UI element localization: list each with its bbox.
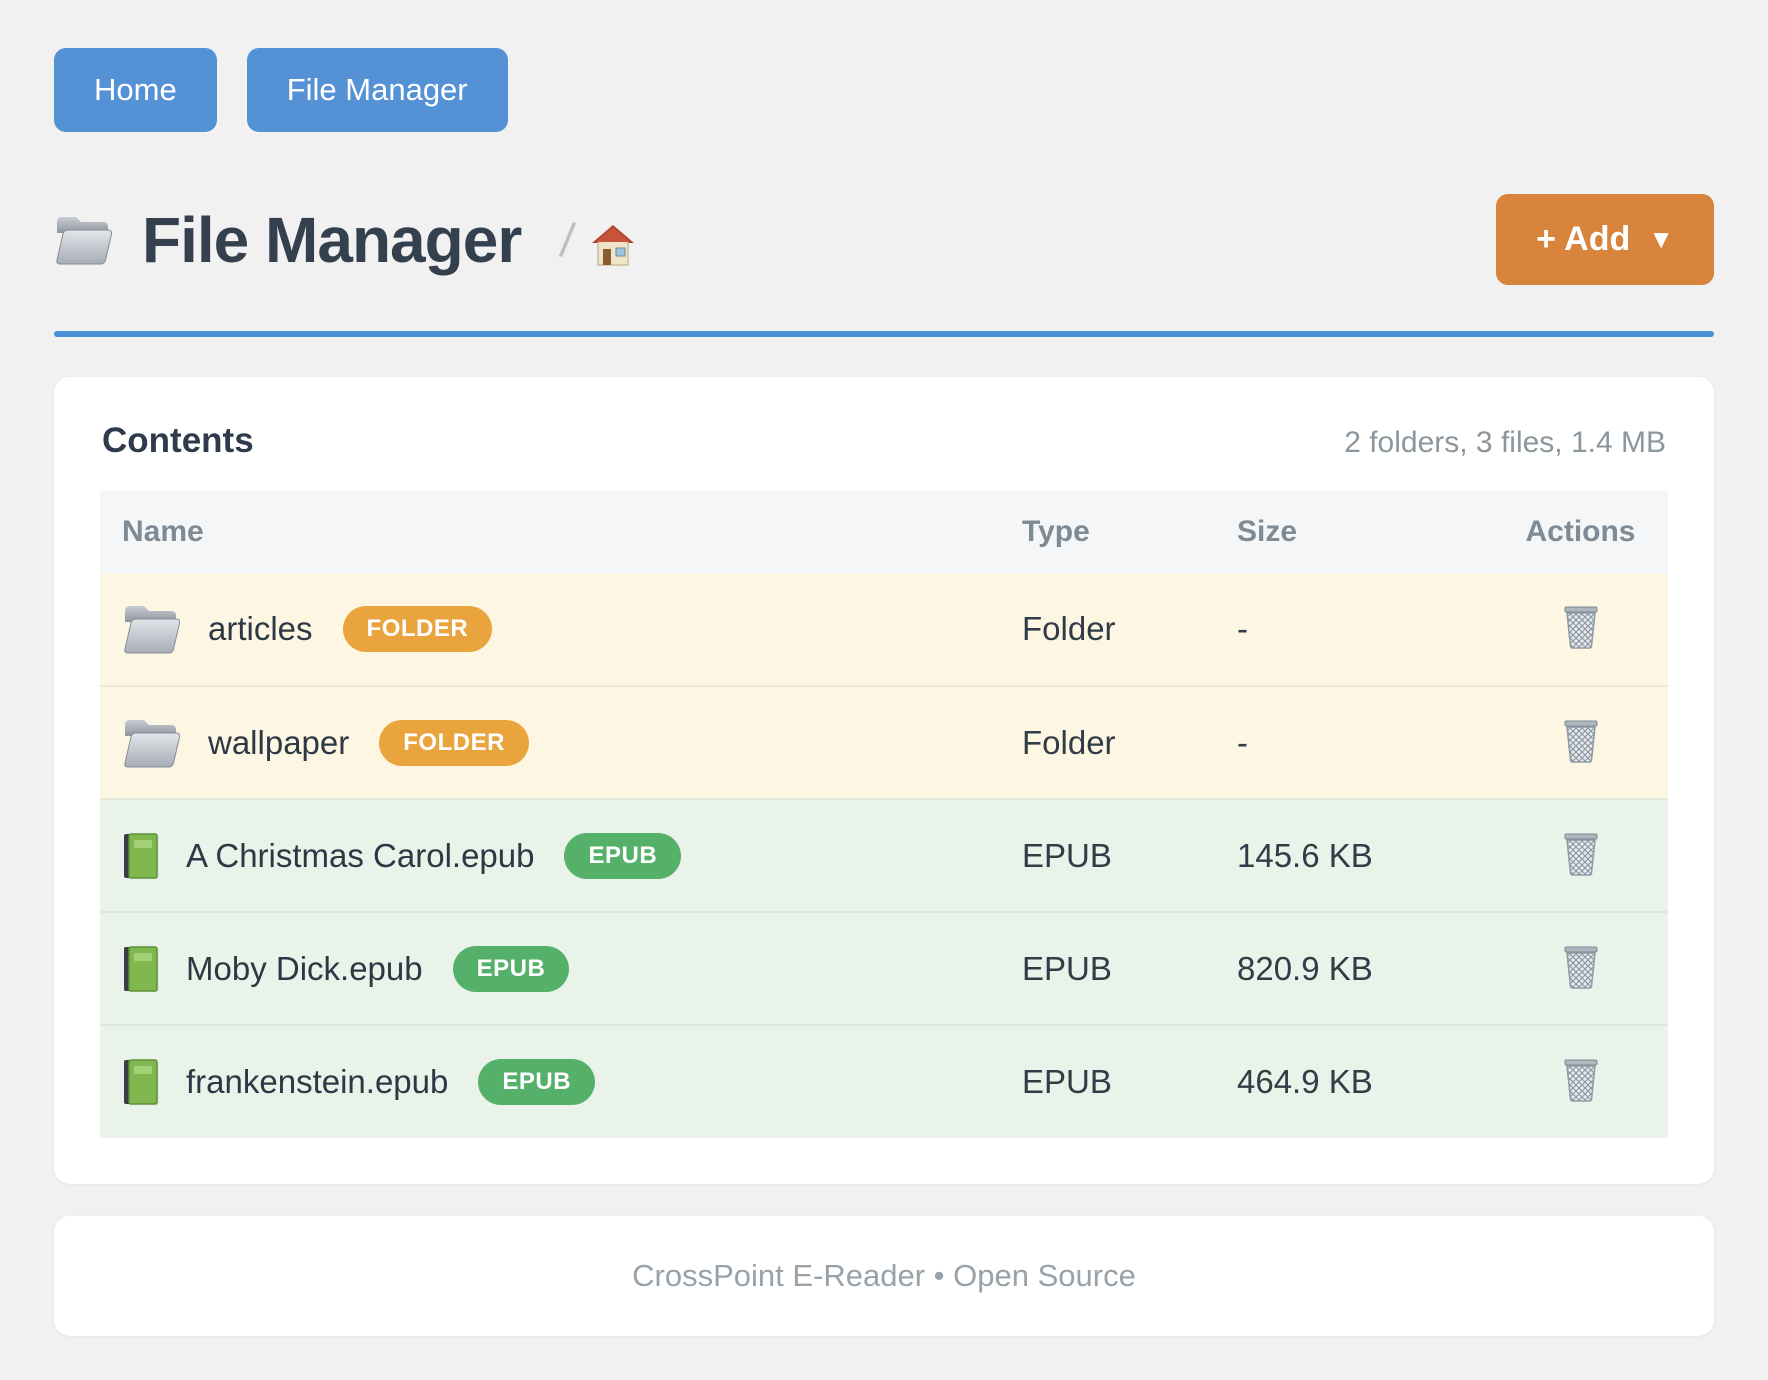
title-wrap: File Manager / [54, 203, 636, 277]
file-table-header: Name Type Size Actions [100, 491, 1668, 573]
type-badge: EPUB [564, 832, 682, 879]
contents-card-header: Contents 2 folders, 3 files, 1.4 MB [100, 421, 1668, 461]
row-icon [122, 1058, 162, 1106]
table-row[interactable]: A Christmas Carol.epub EPUB EPUB 145.6 K… [100, 798, 1668, 912]
delete-button[interactable] [1557, 941, 1605, 996]
add-button[interactable]: + Add ▼ [1496, 194, 1714, 285]
type-cell: EPUB [1000, 1024, 1215, 1138]
contents-title: Contents [102, 421, 254, 460]
trash-icon [1561, 1058, 1601, 1102]
table-row[interactable]: articles FOLDER Folder - [100, 573, 1668, 686]
row-icon [122, 832, 162, 880]
type-badge: EPUB [452, 945, 570, 992]
footer: CrossPoint E-Reader • Open Source [54, 1216, 1714, 1336]
delete-button[interactable] [1557, 828, 1605, 883]
column-header-size: Size [1215, 491, 1493, 573]
file-name[interactable]: articles [208, 610, 313, 647]
column-header-name: Name [100, 491, 1000, 573]
table-row[interactable]: frankenstein.epub EPUB EPUB 464.9 KB [100, 1024, 1668, 1138]
page: Home File Manager File Manager / + Add ▼… [54, 48, 1714, 1336]
file-name[interactable]: wallpaper [208, 723, 350, 761]
size-cell: - [1215, 685, 1493, 799]
type-badge: FOLDER [379, 719, 529, 766]
row-icon [122, 603, 184, 655]
folder-icon [54, 214, 116, 266]
type-cell: Folder [1000, 685, 1215, 799]
home-button[interactable]: Home [54, 48, 217, 132]
file-name[interactable]: A Christmas Carol.epub [186, 836, 535, 874]
footer-text: CrossPoint E-Reader • Open Source [632, 1258, 1136, 1293]
delete-button[interactable] [1557, 715, 1605, 770]
trash-icon [1561, 719, 1601, 763]
type-cell: EPUB [1000, 911, 1215, 1025]
size-cell: 145.6 KB [1215, 798, 1493, 912]
delete-button[interactable] [1557, 1054, 1605, 1109]
size-cell: 464.9 KB [1215, 1024, 1493, 1138]
contents-summary: 2 folders, 3 files, 1.4 MB [1344, 426, 1666, 459]
trash-icon [1561, 945, 1601, 989]
trash-icon [1561, 832, 1601, 876]
file-name[interactable]: Moby Dick.epub [186, 949, 423, 987]
contents-card: Contents 2 folders, 3 files, 1.4 MB Name… [54, 377, 1714, 1184]
column-header-actions: Actions [1493, 491, 1668, 573]
type-cell: EPUB [1000, 798, 1215, 912]
type-badge: EPUB [478, 1059, 596, 1105]
column-header-type: Type [1000, 491, 1215, 573]
page-header: File Manager / + Add ▼ [54, 194, 1714, 285]
page-title: File Manager [54, 203, 522, 277]
size-cell: 820.9 KB [1215, 911, 1493, 1025]
header-divider [54, 331, 1714, 337]
row-icon [122, 945, 162, 993]
row-icon [122, 717, 184, 769]
table-row[interactable]: Moby Dick.epub EPUB EPUB 820.9 KB [100, 911, 1668, 1025]
table-body: articles FOLDER Folder - wallpaper FOLDE… [100, 573, 1668, 1138]
home-icon[interactable] [590, 223, 636, 267]
page-title-text: File Manager [142, 203, 522, 276]
add-button-label: + Add [1536, 220, 1631, 258]
delete-button[interactable] [1557, 601, 1605, 656]
file-table: Name Type Size Actions articles FOLDER F… [100, 491, 1668, 1138]
table-row[interactable]: wallpaper FOLDER Folder - [100, 685, 1668, 799]
breadcrumb: / [558, 213, 636, 267]
file-name[interactable]: frankenstein.epub [186, 1063, 449, 1100]
file-manager-button[interactable]: File Manager [246, 48, 508, 132]
chevron-down-icon: ▼ [1648, 224, 1674, 254]
breadcrumb-separator: / [557, 213, 578, 266]
size-cell: - [1237, 610, 1248, 647]
trash-icon [1561, 605, 1601, 649]
top-nav: Home File Manager [54, 48, 1714, 132]
type-badge: FOLDER [342, 606, 493, 652]
type-cell: Folder [1022, 610, 1116, 647]
